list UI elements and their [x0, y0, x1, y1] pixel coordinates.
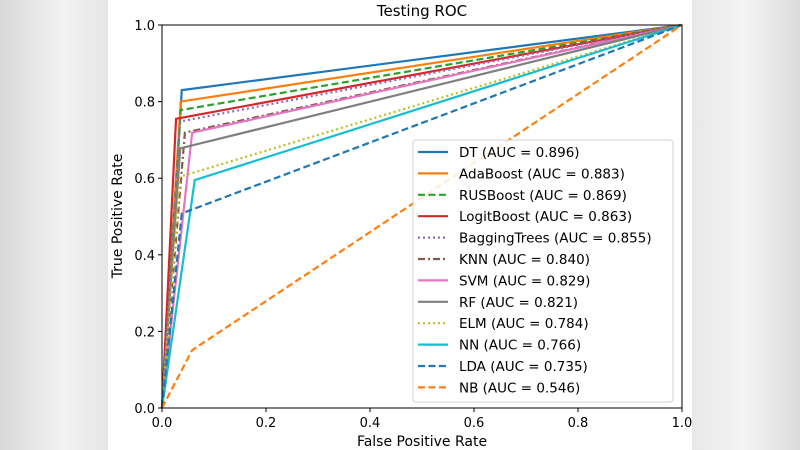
- y-tick-label: 1.0: [134, 19, 155, 34]
- legend-label-11: NB (AUC = 0.546): [459, 380, 580, 396]
- legend-label-0: DT (AUC = 0.896): [459, 145, 580, 161]
- x-tick-label: 0.6: [464, 416, 485, 431]
- legend-label-6: SVM (AUC = 0.829): [459, 273, 590, 289]
- x-tick-label: 0.4: [360, 416, 381, 431]
- series-line-8: [160, 23, 683, 409]
- y-tick-label: 0.8: [134, 96, 155, 111]
- series-line-9: [160, 23, 683, 409]
- y-tick-label: 0.0: [134, 402, 155, 417]
- y-tick-label: 0.4: [134, 249, 155, 264]
- series-line-6: [160, 23, 683, 409]
- legend: DT (AUC = 0.896) AdaBoost (AUC = 0.883) RU…: [412, 139, 674, 403]
- legend-label-1: AdaBoost (AUC = 0.883): [459, 166, 625, 182]
- legend-box: [412, 139, 674, 403]
- legend-label-9: NN (AUC = 0.766): [459, 338, 581, 354]
- series-line-3: [160, 23, 683, 409]
- x-tick-label: 0.8: [568, 416, 589, 431]
- ticks-layer: 0.0 0.2 0.4 0.6 0.8 1.0 0.0 0.2 0.4 0.6 0.8 1.0: [134, 19, 692, 431]
- legend-label-7: RF (AUC = 0.821): [459, 295, 578, 311]
- legend-label-2: RUSBoost (AUC = 0.869): [459, 188, 627, 204]
- legend-label-3: LogitBoost (AUC = 0.863): [459, 209, 632, 225]
- x-tick-label: 0.2: [256, 416, 277, 431]
- x-axis-label: False Positive Rate: [357, 434, 487, 450]
- y-tick-label: 0.6: [134, 172, 155, 187]
- legend-label-8: ELM (AUC = 0.784): [459, 316, 589, 332]
- chart-title: Testing ROC: [376, 2, 467, 20]
- y-tick-label: 0.2: [134, 325, 155, 340]
- legend-label-4: BaggingTrees (AUC = 0.855): [459, 231, 652, 247]
- series-line-11: [161, 24, 683, 409]
- legend-label-5: KNN (AUC = 0.840): [459, 252, 590, 268]
- x-tick-label: 0.0: [152, 416, 173, 431]
- series-layer: [160, 23, 683, 409]
- plot-frame: [161, 24, 683, 409]
- y-axis-label: True Positive Rate: [110, 154, 126, 280]
- x-tick-label: 1.0: [672, 416, 693, 431]
- legend-label-10: LDA (AUC = 0.735): [459, 359, 588, 375]
- series-line-10: [160, 23, 683, 409]
